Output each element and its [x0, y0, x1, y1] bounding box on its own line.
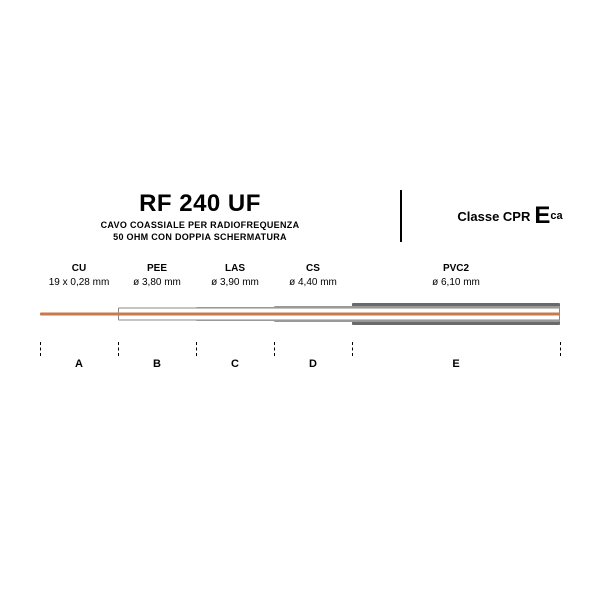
subtitle-line-1: CAVO COASSIALE PER RADIOFREQUENZA: [0, 220, 400, 230]
section-label-A: A: [75, 358, 83, 370]
spec-value: ø 6,10 mm: [352, 276, 560, 290]
section-label-C: C: [231, 358, 239, 370]
spec-col-E: PVC2ø 6,10 mm: [352, 262, 560, 290]
subtitle-line-2: 50 OHM CON DOPPIA SCHERMATURA: [0, 232, 400, 242]
title-block: RF 240 UF CAVO COASSIALE PER RADIOFREQUE…: [0, 190, 400, 242]
spec-col-B: PEEø 3,80 mm: [118, 262, 196, 290]
spec-name: PVC2: [352, 262, 560, 276]
section-tick: [40, 342, 41, 356]
header-row: RF 240 UF CAVO COASSIALE PER RADIOFREQUE…: [0, 190, 600, 242]
spec-name: LAS: [196, 262, 274, 276]
cpr-class-sub: ca: [550, 210, 562, 222]
section-label-E: E: [452, 358, 459, 370]
section-tick: [560, 342, 561, 356]
spec-value: 19 x 0,28 mm: [40, 276, 118, 290]
section-tick: [274, 342, 275, 356]
cable-diagram: SVK CABLES ITALY RF-240 UF 50 OHM LOW LO…: [40, 300, 560, 328]
spec-name: CS: [274, 262, 352, 276]
section-markers: A B C D E: [40, 342, 560, 372]
cable-layer-A: [40, 313, 560, 316]
spec-name: CU: [40, 262, 118, 276]
spec-col-C: LASø 3,90 mm: [196, 262, 274, 290]
section-tick: [118, 342, 119, 356]
spec-value: ø 3,90 mm: [196, 276, 274, 290]
section-label-B: B: [153, 358, 161, 370]
section-tick: [352, 342, 353, 356]
spec-columns: CU19 x 0,28 mmPEEø 3,80 mmLASø 3,90 mmCS…: [40, 262, 560, 290]
cpr-class-main: E: [534, 202, 550, 230]
section-label-D: D: [309, 358, 317, 370]
spec-value: ø 3,80 mm: [118, 276, 196, 290]
spec-col-A: CU19 x 0,28 mm: [40, 262, 118, 290]
cpr-class-block: Classe CPR Eca: [400, 190, 600, 242]
section-tick: [196, 342, 197, 356]
spec-col-D: CSø 4,40 mm: [274, 262, 352, 290]
spec-name: PEE: [118, 262, 196, 276]
product-title: RF 240 UF: [0, 190, 400, 218]
cpr-class-label: Classe CPR: [457, 209, 530, 224]
spec-value: ø 4,40 mm: [274, 276, 352, 290]
